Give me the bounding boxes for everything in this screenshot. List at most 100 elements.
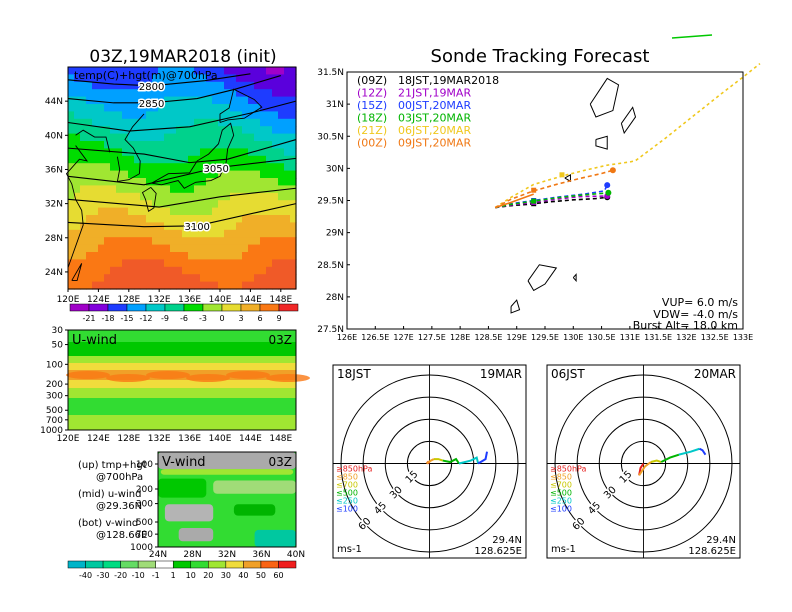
temperature-cell [212,252,219,260]
hodograph-lon: 128.625E [688,546,736,557]
temperature-cell [272,207,279,216]
temperature-cell [236,126,243,135]
colorbar-label: 1 [171,571,176,580]
temperature-cell [230,274,237,283]
v-wind-ylabel: 500 [136,518,153,528]
temperature-cell [80,133,87,142]
v-wind-xlabel: 40N [287,550,305,560]
temperature-cell [158,74,165,83]
colorbar-swatch [259,303,280,312]
temperature-cell [80,81,87,90]
temperature-cell [218,244,225,253]
temperature-cell [116,252,123,260]
temperature-cell [104,96,111,105]
u-wind-ylabel: 100 [46,360,63,370]
temperature-cell [110,74,117,83]
tracking-xlabel: 132E [676,333,696,342]
island-outline [564,173,571,183]
legend-code: (12Z) [357,87,387,100]
note-line: (bot) v-wind [78,518,138,529]
temperature-cell [128,148,135,157]
temperature-cell [200,222,207,231]
tracking-legend-entry: (15Z) 00JST,20MAR [357,99,471,112]
contour-label: 2850 [139,99,164,110]
temperature-cell [68,281,75,290]
temperature-cell [236,207,243,216]
temperature-cell [110,163,117,172]
temperature-cell [80,74,87,83]
lat-label: 32N [45,200,63,210]
level-legend: ≤700 [336,481,358,490]
temperature-cell [236,96,243,105]
temperature-cell [212,104,219,112]
temperature-cell [242,118,249,127]
temperature-cell [92,111,99,120]
temperature-cell [158,96,165,105]
temperature-cell [80,259,87,268]
temperature-cell [194,170,201,179]
track-end-point [605,189,612,196]
temperature-cell [242,237,249,246]
temperature-cell [152,141,159,149]
temperature-cell [68,133,75,142]
temperature-cell [68,148,75,157]
colorbar-label: -6 [180,314,188,323]
colorbar-swatch [183,303,204,312]
temperature-cell [254,229,261,238]
u-wind-band [68,363,296,371]
temperature-cell [284,178,291,186]
temperature-cell [254,200,261,209]
colorbar-swatch [145,303,166,312]
temperature-cell [272,111,279,120]
temperature-cell [182,67,189,75]
temperature-cell [128,89,135,98]
temperature-cell [266,89,273,98]
temperature-cell [194,74,201,83]
temperature-cell [164,274,171,283]
temperature-cell [254,274,261,283]
temperature-cell [92,148,99,157]
temperature-cell [158,141,165,149]
temperature-cell [206,259,213,268]
temperature-cell [290,111,297,120]
tracking-xlabel: 128E [450,333,470,342]
temperature-cell [284,207,291,216]
temperature-cell [98,244,105,253]
track-marker [531,187,537,193]
temperature-cell [74,96,81,105]
temperature-cell [74,222,81,231]
temperature-cell [86,200,93,209]
tracking-xlabel: 126E [337,333,357,342]
temperature-cell [164,244,171,253]
temperature-cell [86,67,93,75]
temperature-cell [254,266,261,275]
temperature-cell [200,237,207,246]
lon-label: 128E [117,295,140,305]
temperature-cell [242,259,249,268]
temperature-cell [134,200,141,209]
colorbar-label: -21 [82,314,95,323]
temperature-cell [80,200,87,209]
temperature-cell [188,215,195,223]
temperature-cell [206,237,213,246]
temperature-cell [248,133,255,142]
level-legend: ≥850hPa [336,465,373,474]
temperature-cell [146,244,153,253]
temperature-cell [230,185,237,194]
tracking-legend-entry: (18Z) 03JST,20MAR [357,112,471,125]
temperature-cell [134,178,141,186]
contour-label: 2800 [139,82,164,93]
temperature-cell [104,133,111,142]
temperature-cell [272,215,279,223]
temperature-cell [92,178,99,186]
temperature-cell [272,229,279,238]
temperature-cell [86,148,93,157]
temperature-cell [182,215,189,223]
tracking-xlabel: 130.5E [588,333,616,342]
temperature-cell [92,141,99,149]
temperature-cell [284,259,291,268]
temperature-cell [104,192,111,201]
u-wind-band [68,330,296,343]
temperature-cell [248,163,255,172]
temperature-cell [266,178,273,186]
